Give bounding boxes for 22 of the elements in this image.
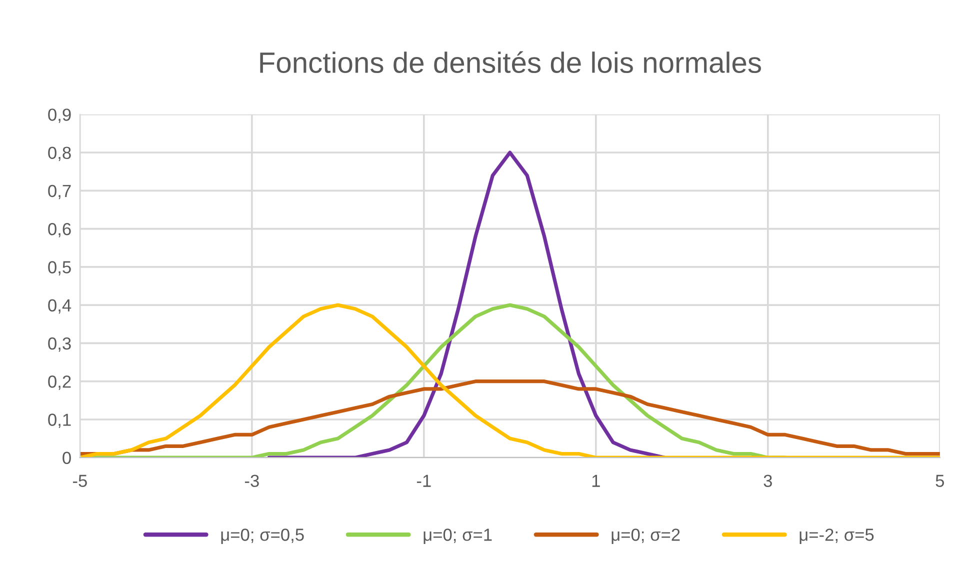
y-tick-label: 0 — [62, 452, 71, 464]
line-series — [267, 150, 667, 458]
y-tick-label: 0,3 — [48, 337, 71, 352]
x-tick-label: 3 — [764, 474, 772, 488]
legend-label: μ=-2; σ=5 — [800, 528, 874, 544]
x-tick-label: -3 — [244, 474, 259, 488]
y-tick-label: 0,6 — [48, 222, 71, 238]
y-tick-label: 0,5 — [48, 261, 71, 276]
x-tick-label: -5 — [72, 474, 87, 488]
x-tick-label: 1 — [592, 474, 600, 487]
y-tick-label: 0,8 — [48, 146, 71, 162]
legend-label: μ=0; σ=2 — [612, 528, 680, 544]
y-tick-label: 0,7 — [48, 184, 71, 200]
legend-label: μ=0; σ=1 — [424, 528, 492, 544]
x-tick-label: 5 — [936, 474, 944, 488]
y-tick-label: 0,4 — [48, 299, 72, 314]
y-tick-label: 0,2 — [48, 376, 71, 390]
legend-label: μ=0; σ=0,5 — [221, 528, 304, 544]
x-tick-label: -1 — [416, 474, 431, 487]
y-tick-label: 0,9 — [48, 108, 71, 123]
chart-title: Fonctions de densités de lois normales — [260, 51, 761, 74]
y-tick-label: 0,1 — [48, 414, 71, 428]
